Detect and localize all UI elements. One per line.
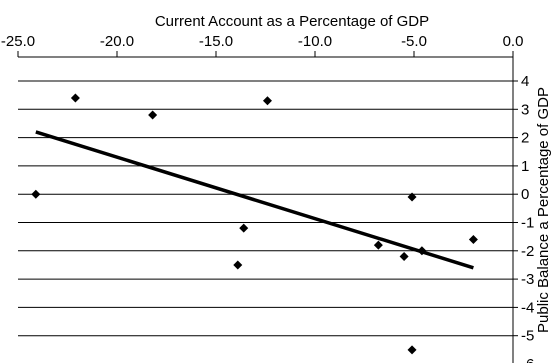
x-tick-label: -15.0 [199,33,233,50]
y-tick-labels: 4 3 2 1 0 -1 -2 -3 -4 -5 -6 [521,73,534,363]
y-tick-label: 4 [521,73,529,90]
data-point [233,260,243,270]
data-point [373,240,383,250]
x-tick-label: 0.0 [503,33,524,50]
data-point [399,251,409,261]
data-point [239,223,249,233]
trend-line [35,130,474,270]
y-axis-label: Public Balance a Percentage of GDP [535,87,551,333]
data-point [148,110,158,120]
y-tick-label: -5 [521,328,534,345]
x-tick-label: -20.0 [100,33,134,50]
y-tick-label: 0 [521,186,529,203]
data-point [407,192,417,202]
x-tick-labels: -25.0 -20.0 -15.0 -10.0 -5.0 0.0 [1,33,524,50]
grid-lines [18,80,513,337]
x-tick-label: -5.0 [401,33,427,50]
y-tick-label: -4 [521,299,534,316]
data-point [70,93,80,103]
axes [17,51,518,363]
data-points [31,93,478,355]
data-point [468,234,478,244]
data-point [31,189,41,199]
y-tick-label: -2 [521,243,534,260]
y-tick-label: 1 [521,158,529,175]
data-point [407,345,417,355]
chart-title: Current Account as a Percentage of GDP [155,13,429,30]
y-tick-label: 3 [521,101,529,118]
y-tick-label: 2 [521,130,529,147]
y-tick-label: -1 [521,215,534,232]
y-tick-label: -3 [521,271,534,288]
data-point [417,246,427,256]
x-tick-label: -25.0 [1,33,35,50]
trend-line-group [35,130,474,270]
y-tick-label: -6 [521,356,534,363]
x-tick-label: -10.0 [298,33,332,50]
data-point [262,96,272,106]
